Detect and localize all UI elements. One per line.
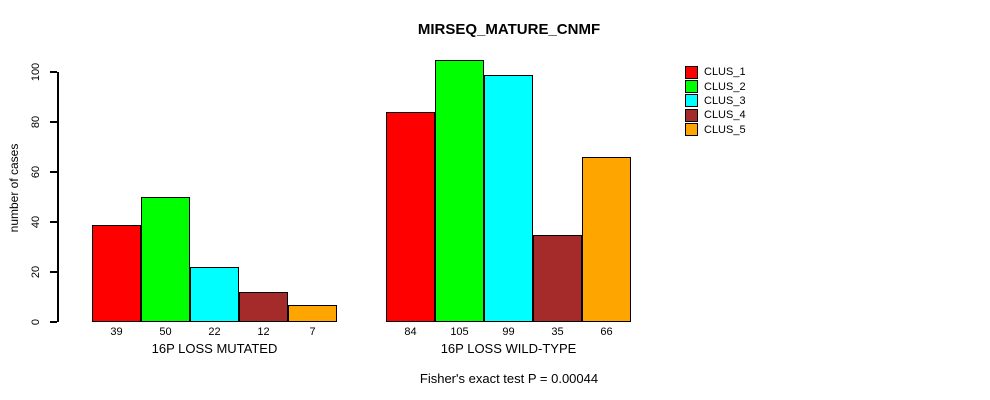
- legend-swatch-clus_3: [685, 94, 698, 108]
- legend-swatch-clus_2: [685, 80, 698, 94]
- y-tick-label: 0: [30, 318, 42, 326]
- bar-value-label: 7: [309, 326, 316, 338]
- legend-row: CLUS_1: [685, 65, 746, 79]
- bar-clus_5-group1: [288, 304, 337, 322]
- legend-label: CLUS_1: [704, 66, 746, 79]
- bar-clus_3-group1: [190, 267, 239, 322]
- bar-value-label: 12: [257, 326, 270, 338]
- bar-clus_3-group2: [484, 74, 533, 322]
- bar-clus_5-group2: [582, 157, 631, 322]
- y-tick-label: 20: [30, 265, 42, 279]
- legend-label: CLUS_3: [704, 94, 746, 107]
- bar-value-label: 50: [159, 326, 172, 338]
- y-tick-label: 80: [30, 115, 42, 129]
- legend-swatch-clus_1: [685, 65, 698, 79]
- legend-label: CLUS_4: [704, 109, 746, 122]
- bar-clus_4-group1: [239, 292, 288, 322]
- bar-value-label: 105: [450, 326, 469, 338]
- legend-row: CLUS_3: [685, 94, 746, 108]
- chart-title: MIRSEQ_MATURE_CNMF: [417, 21, 601, 38]
- y-tick: [50, 71, 57, 73]
- bar-value-label: 84: [404, 326, 417, 338]
- y-tick: [50, 321, 57, 323]
- y-axis-line: [57, 72, 59, 322]
- bar-value-label: 22: [208, 326, 221, 338]
- bar-clus_2-group2: [435, 59, 484, 322]
- y-tick-label: 100: [30, 62, 42, 82]
- stat-annotation: Fisher's exact test P = 0.00044: [419, 371, 599, 386]
- y-tick-label: 60: [30, 165, 42, 179]
- legend-label: CLUS_2: [704, 80, 746, 93]
- legend-swatch-clus_4: [685, 108, 698, 122]
- legend-row: CLUS_5: [685, 123, 746, 137]
- y-axis-label: number of cases: [7, 143, 21, 233]
- y-tick: [50, 171, 57, 173]
- bar-clus_2-group1: [141, 197, 190, 322]
- bar-value-label: 66: [600, 326, 613, 338]
- bar-clus_1-group1: [92, 224, 141, 322]
- legend: CLUS_1 CLUS_2 CLUS_3 CLUS_4 CLUS_5: [685, 65, 746, 137]
- bar-value-label: 99: [502, 326, 515, 338]
- y-tick: [50, 221, 57, 223]
- bar-value-label: 35: [551, 326, 564, 338]
- group-label: 16P LOSS WILD-TYPE: [440, 341, 577, 356]
- bar-value-label: 39: [110, 326, 123, 338]
- y-tick: [50, 121, 57, 123]
- legend-label: CLUS_5: [704, 123, 746, 136]
- y-tick: [50, 271, 57, 273]
- bar-clus_4-group2: [533, 234, 582, 322]
- legend-swatch-clus_5: [685, 123, 698, 137]
- bar-clus_1-group2: [386, 112, 435, 322]
- legend-row: CLUS_2: [685, 79, 746, 94]
- group-label: 16P LOSS MUTATED: [151, 341, 278, 356]
- legend-row: CLUS_4: [685, 108, 746, 122]
- y-tick-label: 40: [30, 215, 42, 229]
